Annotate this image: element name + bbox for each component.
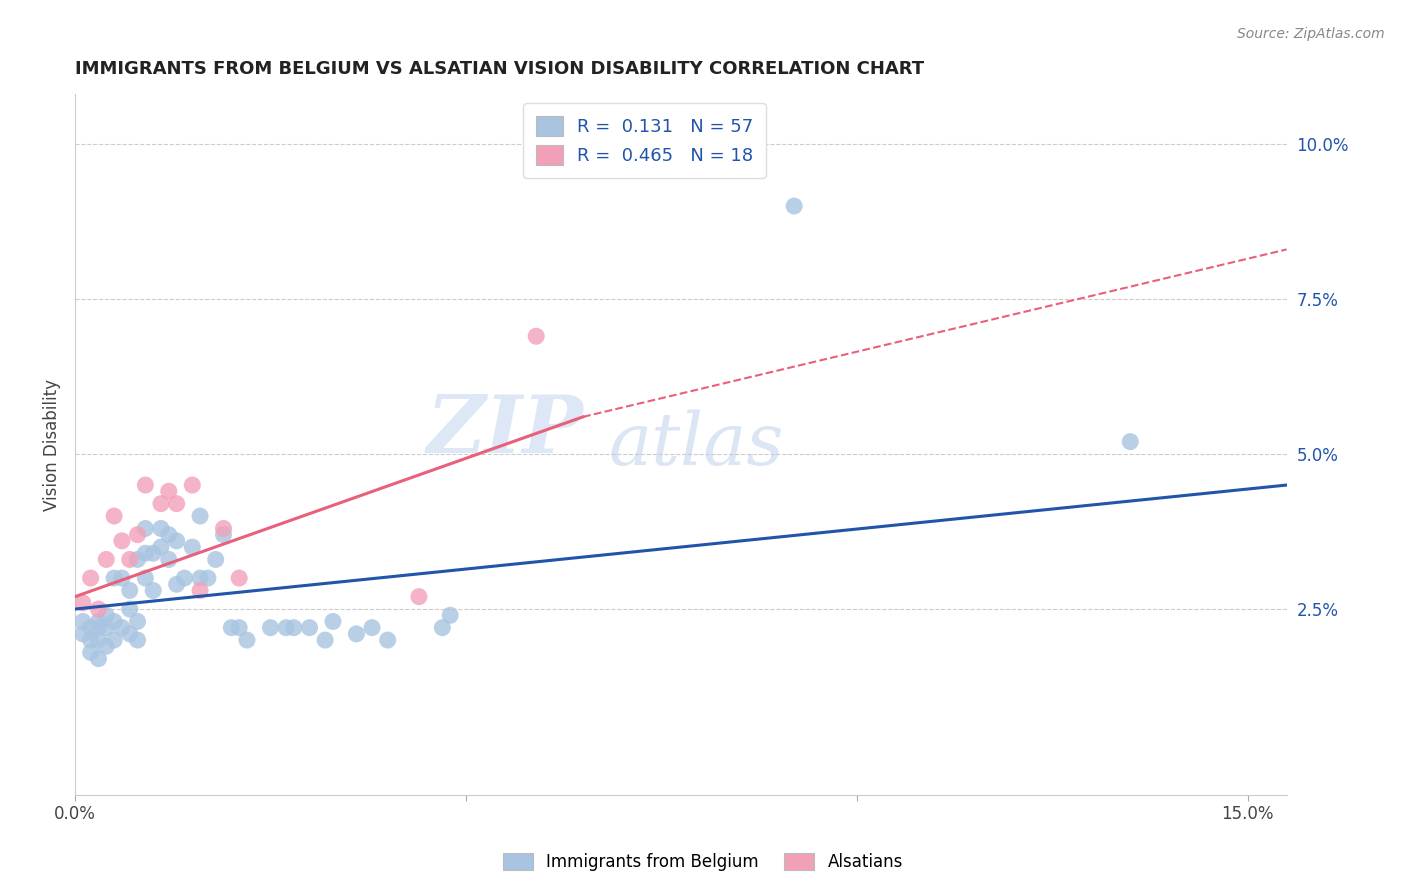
Point xyxy=(188,571,211,585)
Point xyxy=(314,633,336,648)
Point xyxy=(1119,434,1142,449)
Point xyxy=(96,552,118,566)
Point xyxy=(87,615,110,629)
Legend: Immigrants from Belgium, Alsatians: Immigrants from Belgium, Alsatians xyxy=(495,845,911,880)
Point xyxy=(236,633,259,648)
Point xyxy=(166,577,188,591)
Text: ZIP: ZIP xyxy=(427,392,583,469)
Point xyxy=(150,497,173,511)
Text: atlas: atlas xyxy=(609,409,783,480)
Point xyxy=(118,583,141,598)
Point xyxy=(111,621,134,635)
Text: Source: ZipAtlas.com: Source: ZipAtlas.com xyxy=(1237,27,1385,41)
Point xyxy=(212,527,235,541)
Point xyxy=(188,509,211,524)
Point xyxy=(524,329,547,343)
Point xyxy=(259,621,281,635)
Point xyxy=(142,546,165,560)
Point xyxy=(127,633,149,648)
Point xyxy=(181,478,204,492)
Point xyxy=(134,521,156,535)
Point xyxy=(274,621,297,635)
Point xyxy=(79,633,101,648)
Point xyxy=(96,621,118,635)
Point xyxy=(103,509,125,524)
Point xyxy=(72,596,94,610)
Point xyxy=(127,527,149,541)
Point xyxy=(221,621,243,635)
Point xyxy=(283,621,305,635)
Point xyxy=(150,540,173,554)
Point xyxy=(298,621,321,635)
Point xyxy=(228,571,250,585)
Point xyxy=(118,552,141,566)
Point xyxy=(157,552,180,566)
Point xyxy=(72,615,94,629)
Legend: R =  0.131   N = 57, R =  0.465   N = 18: R = 0.131 N = 57, R = 0.465 N = 18 xyxy=(523,103,766,178)
Point xyxy=(87,621,110,635)
Point xyxy=(111,533,134,548)
Point xyxy=(197,571,219,585)
Point xyxy=(127,615,149,629)
Point xyxy=(188,583,211,598)
Point xyxy=(79,621,101,635)
Text: IMMIGRANTS FROM BELGIUM VS ALSATIAN VISION DISABILITY CORRELATION CHART: IMMIGRANTS FROM BELGIUM VS ALSATIAN VISI… xyxy=(75,60,924,78)
Point xyxy=(150,521,173,535)
Point xyxy=(96,640,118,654)
Point xyxy=(103,571,125,585)
Point xyxy=(173,571,195,585)
Point xyxy=(103,633,125,648)
Point xyxy=(439,608,461,623)
Point xyxy=(79,645,101,659)
Point xyxy=(87,633,110,648)
Point xyxy=(157,484,180,499)
Point xyxy=(142,583,165,598)
Point xyxy=(111,571,134,585)
Point xyxy=(134,571,156,585)
Point xyxy=(408,590,430,604)
Point xyxy=(134,546,156,560)
Point xyxy=(212,521,235,535)
Point xyxy=(377,633,399,648)
Point xyxy=(87,651,110,665)
Point xyxy=(166,533,188,548)
Point xyxy=(96,608,118,623)
Point xyxy=(103,615,125,629)
Point xyxy=(166,497,188,511)
Y-axis label: Vision Disability: Vision Disability xyxy=(44,379,60,511)
Point xyxy=(204,552,226,566)
Point xyxy=(783,199,806,213)
Point xyxy=(87,602,110,616)
Point xyxy=(127,552,149,566)
Point xyxy=(118,602,141,616)
Point xyxy=(79,571,101,585)
Point xyxy=(228,621,250,635)
Point xyxy=(344,627,367,641)
Point xyxy=(181,540,204,554)
Point xyxy=(361,621,384,635)
Point xyxy=(72,627,94,641)
Point xyxy=(134,478,156,492)
Point xyxy=(118,627,141,641)
Point xyxy=(322,615,344,629)
Point xyxy=(157,527,180,541)
Point xyxy=(432,621,454,635)
